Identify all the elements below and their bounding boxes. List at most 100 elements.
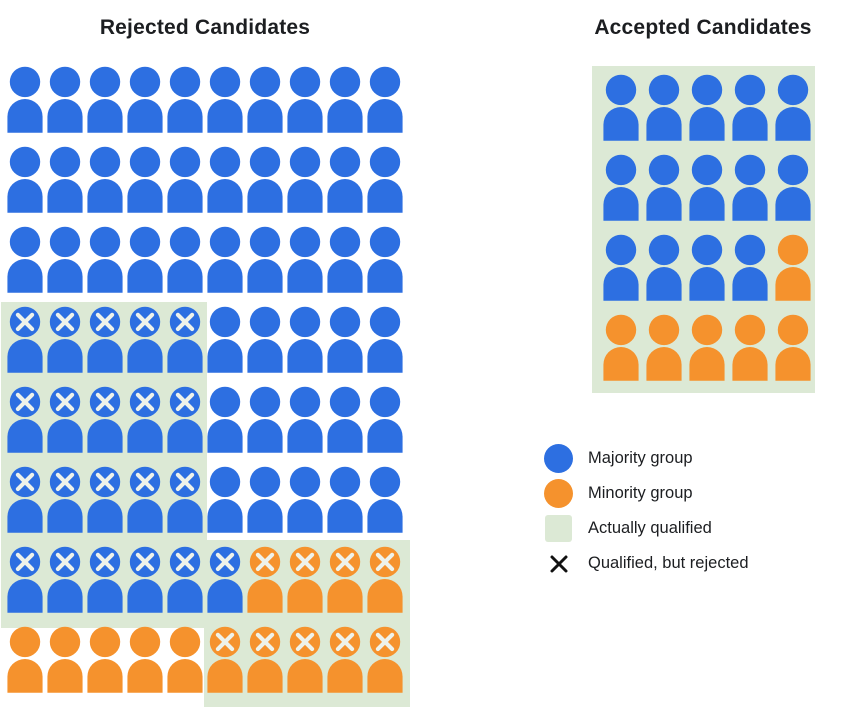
- person-icon-majority: [85, 146, 125, 226]
- person-icon-majority-qualified-rejected-x: [165, 466, 205, 546]
- legend-item-majority: Majority group: [544, 444, 749, 473]
- x-mark-icon: [544, 549, 573, 578]
- person-icon-minority: [599, 314, 642, 394]
- person-icon-majority: [285, 306, 325, 386]
- person-icon-majority: [285, 386, 325, 466]
- legend-label-minority: Minority group: [588, 484, 693, 502]
- person-icon-minority-qualified-rejected-x: [245, 626, 285, 706]
- person-icon-majority-qualified-rejected-x: [165, 386, 205, 466]
- person-icon-majority: [365, 466, 405, 546]
- person-icon-majority: [365, 386, 405, 466]
- person-icon-majority: [205, 466, 245, 546]
- person-icon-minority: [165, 626, 205, 706]
- person-icon-majority: [325, 466, 365, 546]
- person-icon-majority-qualified-rejected-x: [5, 546, 45, 626]
- person-icon-majority: [45, 66, 85, 146]
- person-icon-majority: [5, 66, 45, 146]
- person-icon-majority-qualified-rejected-x: [125, 306, 165, 386]
- accepted-candidates-grid: [599, 74, 814, 394]
- person-icon-majority: [771, 154, 814, 234]
- person-icon-majority: [245, 306, 285, 386]
- person-icon-majority: [165, 226, 205, 306]
- accepted-candidates-title: Accepted Candidates: [594, 16, 812, 39]
- person-icon-majority: [642, 234, 685, 314]
- person-icon-majority-qualified-rejected-x: [45, 386, 85, 466]
- person-icon-minority: [85, 626, 125, 706]
- person-icon-majority: [728, 74, 771, 154]
- person-icon-majority: [365, 146, 405, 226]
- person-icon-minority-qualified-rejected-x: [325, 546, 365, 626]
- person-icon-majority: [85, 226, 125, 306]
- person-icon-majority-qualified-rejected-x: [125, 546, 165, 626]
- person-icon-minority: [771, 314, 814, 394]
- person-icon-majority: [642, 154, 685, 234]
- person-icon-majority: [45, 226, 85, 306]
- majority-group-swatch-icon: [544, 444, 573, 473]
- person-icon-majority: [599, 154, 642, 234]
- person-icon-majority-qualified-rejected-x: [45, 306, 85, 386]
- person-icon-minority: [45, 626, 85, 706]
- person-icon-majority: [728, 234, 771, 314]
- person-icon-majority-qualified-rejected-x: [205, 546, 245, 626]
- person-icon-majority: [685, 154, 728, 234]
- person-icon-majority: [205, 146, 245, 226]
- person-icon-majority: [325, 226, 365, 306]
- person-icon-majority: [285, 226, 325, 306]
- person-icon-majority: [85, 66, 125, 146]
- person-icon-majority: [205, 386, 245, 466]
- person-icon-majority: [45, 146, 85, 226]
- person-icon-majority: [125, 146, 165, 226]
- person-icon-majority: [365, 66, 405, 146]
- person-icon-majority-qualified-rejected-x: [85, 546, 125, 626]
- person-icon-majority: [599, 74, 642, 154]
- legend-label-qualified-rejected: Qualified, but rejected: [588, 554, 749, 572]
- person-icon-minority-qualified-rejected-x: [245, 546, 285, 626]
- person-icon-majority-qualified-rejected-x: [125, 386, 165, 466]
- person-icon-majority: [5, 146, 45, 226]
- person-icon-majority: [771, 74, 814, 154]
- person-icon-majority: [685, 74, 728, 154]
- person-icon-majority: [5, 226, 45, 306]
- person-icon-majority: [325, 306, 365, 386]
- person-icon-majority: [205, 306, 245, 386]
- person-icon-minority-qualified-rejected-x: [365, 626, 405, 706]
- person-icon-majority-qualified-rejected-x: [5, 386, 45, 466]
- person-icon-minority: [685, 314, 728, 394]
- actually-qualified-swatch-icon: [545, 515, 572, 542]
- person-icon-minority: [5, 626, 45, 706]
- person-icon-majority-qualified-rejected-x: [45, 466, 85, 546]
- person-icon-minority-qualified-rejected-x: [365, 546, 405, 626]
- person-icon-majority: [599, 234, 642, 314]
- person-icon-majority-qualified-rejected-x: [85, 306, 125, 386]
- person-icon-minority-qualified-rejected-x: [325, 626, 365, 706]
- person-icon-minority-qualified-rejected-x: [205, 626, 245, 706]
- rejected-candidates-title: Rejected Candidates: [99, 16, 311, 39]
- person-icon-majority: [285, 146, 325, 226]
- person-icon-majority: [245, 146, 285, 226]
- legend-item-qualified-rejected: Qualified, but rejected: [544, 549, 749, 578]
- person-icon-majority: [245, 66, 285, 146]
- person-icon-majority: [285, 66, 325, 146]
- person-icon-majority: [685, 234, 728, 314]
- person-icon-majority-qualified-rejected-x: [85, 386, 125, 466]
- person-icon-majority: [365, 226, 405, 306]
- person-icon-minority: [642, 314, 685, 394]
- person-icon-majority-qualified-rejected-x: [165, 546, 205, 626]
- person-icon-majority: [125, 66, 165, 146]
- person-icon-majority: [365, 306, 405, 386]
- person-icon-majority: [728, 154, 771, 234]
- person-icon-majority-qualified-rejected-x: [125, 466, 165, 546]
- person-icon-minority-qualified-rejected-x: [285, 546, 325, 626]
- person-icon-majority: [325, 146, 365, 226]
- minority-group-swatch-icon: [544, 479, 573, 508]
- person-icon-majority: [205, 66, 245, 146]
- person-icon-majority: [285, 466, 325, 546]
- person-icon-majority: [245, 466, 285, 546]
- person-icon-majority-qualified-rejected-x: [5, 306, 45, 386]
- legend-label-majority: Majority group: [588, 449, 693, 467]
- person-icon-majority: [245, 386, 285, 466]
- person-icon-majority: [245, 226, 285, 306]
- person-icon-minority-qualified-rejected-x: [285, 626, 325, 706]
- person-icon-majority: [165, 66, 205, 146]
